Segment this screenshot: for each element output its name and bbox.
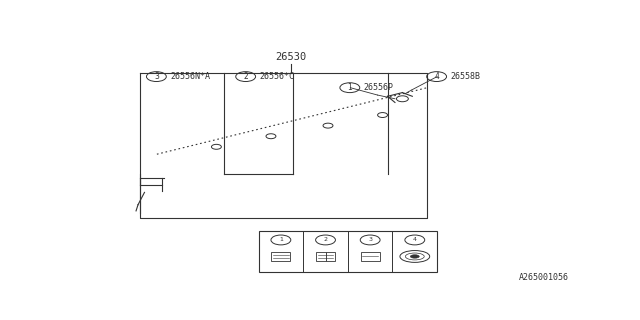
Text: 1: 1 <box>279 237 283 243</box>
Text: 4: 4 <box>434 72 439 81</box>
Text: 26556N*A: 26556N*A <box>170 72 211 81</box>
Text: 2: 2 <box>323 237 328 243</box>
Text: 1: 1 <box>348 83 352 92</box>
Text: 3: 3 <box>154 72 159 81</box>
Ellipse shape <box>410 255 419 258</box>
Bar <box>316 252 326 261</box>
Text: 26530: 26530 <box>275 52 307 62</box>
Bar <box>326 252 335 261</box>
Text: 26558B: 26558B <box>451 72 481 81</box>
Text: 4: 4 <box>413 237 417 243</box>
Text: 26556P: 26556P <box>364 83 394 92</box>
Text: 26556*C: 26556*C <box>260 72 294 81</box>
Bar <box>271 252 291 261</box>
Text: 3: 3 <box>368 237 372 243</box>
Text: A265001056: A265001056 <box>518 273 568 282</box>
Ellipse shape <box>400 251 429 262</box>
Text: 2: 2 <box>243 72 248 81</box>
Ellipse shape <box>405 253 424 260</box>
Bar <box>361 252 380 261</box>
Bar <box>259 231 437 273</box>
